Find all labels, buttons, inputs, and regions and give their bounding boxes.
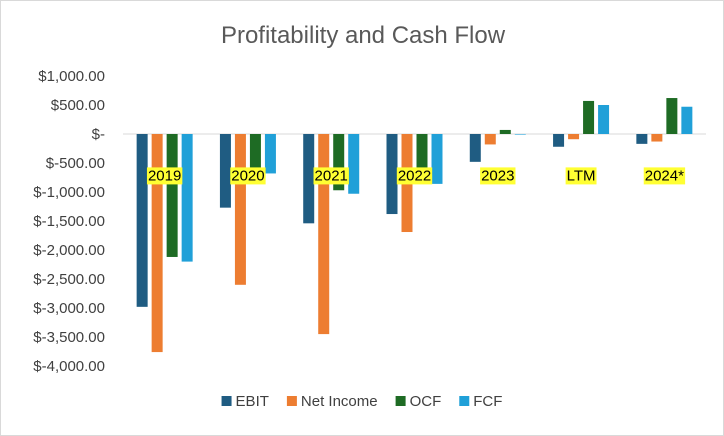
bar-fcf-2020 [264,134,276,174]
bar-net-income-2023 [484,134,496,145]
category-label-highlight [146,167,183,185]
bars-group [136,98,693,353]
y-tick-label: $-1,500.00 [33,213,105,230]
bar-ocf-2021 [333,134,345,191]
legend-item: FCF [459,393,502,410]
category-label-highlight [565,167,597,185]
y-tick-label: $-500.00 [46,155,105,172]
bar-fcf-2023 [514,134,526,135]
y-tick-label: $-3,500.00 [33,329,105,346]
bar-fcf-2022 [431,134,443,184]
legend-swatch [286,396,297,406]
legend-label: EBIT [236,393,269,410]
category-label: 2019 [148,167,181,184]
bar-ocf-2019 [166,134,178,257]
bar-fcf-2024 [681,106,693,134]
y-tick-label: $- [92,126,105,143]
y-tick-label: $-2,000.00 [33,242,105,259]
legend-label: FCF [473,393,502,410]
legend: EBIT Net Income OCF FCF [221,393,502,410]
category-label-highlight [313,167,349,185]
category-label-highlight [396,167,433,185]
bar-ocf-2022 [416,134,428,180]
bar-ebit-2019 [136,134,148,307]
y-tick-label: $1,000.00 [38,68,105,85]
category-label: LTM [567,167,596,184]
legend-label: OCF [410,393,442,410]
category-label: 2022 [398,167,431,184]
bar-ocf-2024 [666,98,678,134]
bar-net-income-2024 [651,134,663,142]
bar-ebit-2023 [469,134,481,162]
y-tick-label: $-4,000.00 [33,358,105,375]
category-label: 2020 [231,167,264,184]
category-label-highlight [643,167,686,185]
bar-ocf-ltm [583,100,595,134]
y-tick-label: $-1,000.00 [33,184,105,201]
bar-ebit-2024 [636,134,648,144]
legend-swatch [459,396,470,406]
category-label-highlight [480,167,516,185]
category-labels: 2019 2020 2021 2022 2023 LTM 2024* [146,167,686,185]
bar-net-income-2020 [234,134,246,285]
category-label: 2024* [645,167,684,184]
legend-item: EBIT [221,393,269,410]
bar-ebit-ltm [553,134,565,147]
bar-ebit-2020 [219,134,231,208]
bar-net-income-ltm [568,134,580,140]
bar-net-income-2019 [151,134,163,353]
bar-fcf-2021 [348,134,360,194]
y-axis: $1,000.00 $500.00 $- $-500.00 $-1,000.00 $-1,… [33,68,105,375]
category-label: 2023 [481,167,514,184]
legend-label: Net Income [301,393,378,410]
legend-item: Net Income [286,393,378,410]
bar-ebit-2022 [386,134,398,215]
chart-title: Profitability and Cash Flow [221,22,506,49]
category-label-highlight [230,167,266,185]
bar-fcf-2019 [181,134,193,262]
bar-ocf-2020 [249,134,261,170]
y-tick-label: $-3,000.00 [33,300,105,317]
legend-swatch [221,396,232,406]
bar-net-income-2021 [318,134,330,335]
category-label: 2021 [315,167,348,184]
y-tick-label: $-2,500.00 [33,271,105,288]
legend-item: OCF [395,393,442,410]
legend-swatch [395,396,406,406]
bar-ocf-2023 [499,129,511,134]
bar-fcf-ltm [598,105,610,134]
y-tick-label: $500.00 [51,97,105,114]
bar-ebit-2021 [303,134,315,224]
